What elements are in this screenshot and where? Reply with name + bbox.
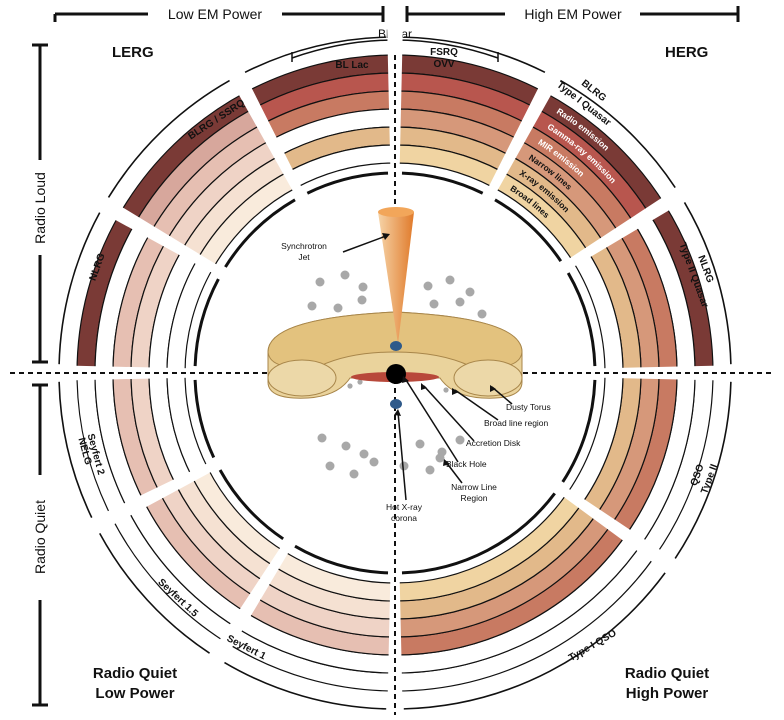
inner-arc-nlrg-type2: [566, 272, 597, 367]
nlr-cloud: [415, 439, 425, 449]
black-hole: [386, 364, 406, 384]
header-brackets: [53, 6, 740, 22]
broad-line-region-label: Broad line region: [484, 418, 549, 428]
class-arc-type1-qso: [403, 572, 666, 710]
low-em-power-label: Low EM Power: [168, 6, 262, 22]
nlr-cloud: [347, 383, 353, 389]
nlr-cloud: [307, 301, 317, 311]
bl-lac-label: BL Lac: [335, 60, 369, 71]
class-arc-nlrg-type2: [683, 202, 732, 365]
rq-high-line1: Radio Quiet: [625, 665, 709, 682]
nlr-cloud: [455, 435, 465, 445]
gap-seyfert2: [84, 457, 223, 537]
rq-low-line1: Radio Quiet: [93, 665, 177, 682]
nlr-cloud: [443, 387, 449, 393]
agn-central-engine: [267, 207, 523, 479]
class-boundary-arcs: [58, 36, 732, 710]
inner-arc-seyfert2: [193, 379, 216, 459]
hot-xray-label: Hot X-ray: [386, 502, 423, 512]
class-arc-nlrg: [58, 212, 101, 365]
nlr-cloud: [333, 303, 343, 313]
accretion-disk-label: Accretion Disk: [466, 438, 521, 448]
dusty-torus-label: Dusty Torus: [506, 402, 551, 412]
side-brackets: [32, 43, 48, 707]
sector-gaps: [49, 28, 741, 719]
lerg-label: LERG: [112, 44, 154, 61]
gap-nlrg: [49, 365, 200, 381]
inner-arc-nlrg: [193, 278, 220, 367]
torus-left-section: [267, 359, 337, 397]
gap-blrg-type1: [483, 64, 564, 203]
class-arc-seyfert15: [99, 532, 210, 654]
nlr-cloud: [423, 281, 433, 291]
nlr-cloud: [445, 275, 455, 285]
nlr-cloud: [317, 433, 327, 443]
class-arc-blrg-ssrq: [107, 79, 230, 198]
class-arc-fsrq: [403, 36, 546, 74]
class-arc-type2-qso: [674, 381, 732, 559]
nlr-cloud: [369, 457, 379, 467]
gap-bl-lac: [226, 64, 307, 203]
nlr-cloud: [349, 469, 359, 479]
nlr-cloud: [399, 461, 409, 471]
nlr-cloud: [425, 465, 435, 475]
radio-loud-label: Radio Loud: [32, 172, 48, 244]
arrow-heads: [382, 233, 496, 466]
synchrotron-jet: [378, 212, 414, 344]
nlr-cloud: [325, 461, 335, 471]
synchrotron-label: Synchrotron: [281, 241, 327, 251]
jet-top: [378, 207, 414, 217]
inner-arc-seyfert1: [294, 544, 389, 575]
inner-arc-blrg-ssrq: [224, 198, 296, 268]
nlr-cloud: [477, 309, 487, 319]
nlr-cloud: [359, 449, 369, 459]
gap-seyfert15: [205, 536, 295, 670]
jet-label: Jet: [298, 252, 310, 262]
rq-low-line2: Low Power: [95, 685, 174, 702]
gap-nlrg-type2: [558, 183, 692, 273]
black-hole-label: Black Hole: [446, 459, 487, 469]
gap-type1-qso: [552, 481, 683, 578]
inner-arc-fsrq: [401, 171, 484, 195]
narrow-line-label: Narrow Line: [451, 482, 497, 492]
high-em-power-label: High EM Power: [524, 6, 622, 22]
inner-arc-seyfert15: [218, 469, 285, 541]
nlr-cloud: [357, 379, 363, 385]
class-arc-blrg-type1: [560, 79, 676, 188]
nlr-cloud: [341, 441, 351, 451]
class-arc-bl-lac: [244, 36, 387, 74]
corona-blob-bottom: [390, 399, 402, 409]
nlr-cloud: [357, 295, 367, 305]
torus-right-section: [453, 359, 523, 397]
herg-label: HERG: [665, 44, 708, 61]
inner-arc-type1-qso: [401, 492, 556, 575]
fsrq-label: FSRQ: [430, 47, 458, 58]
region-label: Region: [461, 493, 488, 503]
ovv-label: OVV: [433, 59, 454, 70]
radio-quiet-label: Radio Quiet: [32, 500, 48, 574]
gap-type2-qso: [590, 365, 741, 381]
nlr-cloud: [358, 282, 368, 292]
rq-high-line2: High Power: [626, 685, 709, 702]
inner-arc-type2-qso: [561, 379, 597, 483]
class-arc-seyfert2: [58, 381, 93, 518]
corona-label: corona: [391, 513, 417, 523]
nlr-cloud: [429, 299, 439, 309]
nlr-cloud: [455, 297, 465, 307]
nlr-cloud: [435, 453, 445, 463]
nlr-cloud: [465, 287, 475, 297]
inner-arc-blrg-type1: [494, 198, 563, 263]
inner-arc-bl-lac: [306, 171, 389, 195]
gap-blrg-ssrq: [92, 193, 228, 279]
corona-blob-top: [390, 341, 402, 351]
class-arc-seyfert1: [224, 661, 387, 710]
component-arrows: [342, 235, 513, 501]
nlr-cloud: [315, 277, 325, 287]
nlr-cloud: [340, 270, 350, 280]
